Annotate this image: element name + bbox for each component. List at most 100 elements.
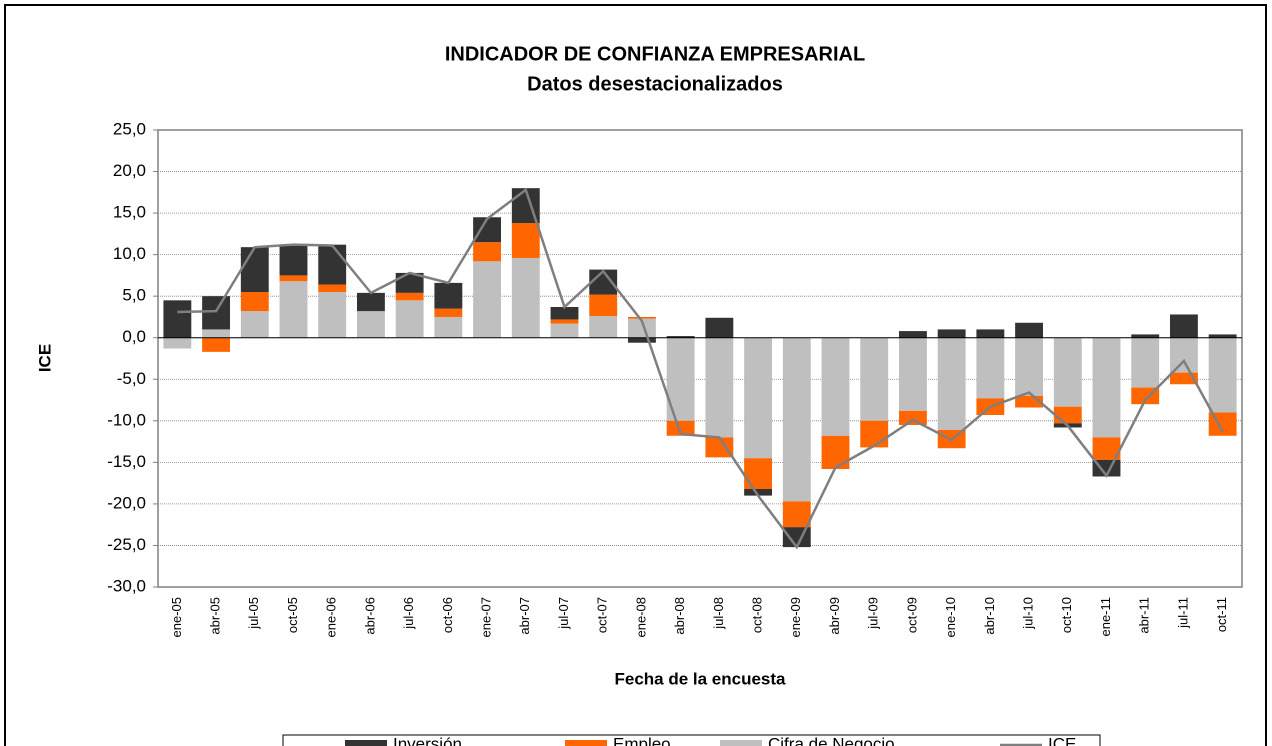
bar-segment <box>627 318 656 338</box>
bar-segment <box>1053 337 1082 407</box>
bar-segment <box>395 292 424 301</box>
bar-segment <box>434 282 463 309</box>
legend-swatch <box>720 740 762 746</box>
bar-segment <box>589 294 618 317</box>
y-tick-label: -15,0 <box>107 452 146 471</box>
bar-segment <box>240 311 269 338</box>
bar-segment <box>1131 334 1160 338</box>
bar-segment <box>1169 337 1198 373</box>
x-tick-label: oct-10 <box>1059 597 1074 633</box>
bar-segment <box>279 275 308 282</box>
bar-segment <box>163 300 192 338</box>
y-tick-label: 10,0 <box>113 244 146 263</box>
bar-segment <box>279 281 308 338</box>
line-series <box>177 187 1224 550</box>
legend-label: Cifra de Negocio <box>768 734 895 746</box>
x-tick-label: oct-07 <box>595 597 610 633</box>
bar-segment <box>976 329 1005 338</box>
bar-segment <box>550 306 579 320</box>
legend-swatch <box>565 740 607 746</box>
bar-segment <box>782 501 811 528</box>
bar-segment <box>898 331 927 338</box>
chart-title: INDICADOR DE CONFIANZA EMPRESARIAL <box>445 43 865 65</box>
bar-segment <box>511 257 540 338</box>
bar-segment <box>473 217 502 243</box>
x-tick-label: jul-06 <box>401 597 416 630</box>
x-tick-label: abr-11 <box>1137 597 1152 634</box>
y-axis-title: ICE <box>35 344 54 372</box>
y-tick-label: -20,0 <box>107 493 146 512</box>
chart-subtitle: Datos desestacionalizados <box>527 73 783 95</box>
legend-box <box>282 734 1101 746</box>
bar-segment <box>356 311 385 338</box>
y-tick-label: -10,0 <box>107 410 146 429</box>
bar-segment <box>318 292 347 338</box>
y-tick-label: -25,0 <box>107 535 146 554</box>
x-tick-label: jul-11 <box>1175 597 1190 629</box>
x-tick-label: oct-08 <box>750 597 765 633</box>
bar-segment <box>473 261 502 338</box>
bar-segment <box>1092 437 1121 460</box>
bar-segment <box>860 420 889 448</box>
bar-segment <box>705 437 734 458</box>
bar-segment <box>1169 372 1198 385</box>
bar-segment <box>821 337 850 436</box>
bar-segment <box>705 337 734 438</box>
bar-segment <box>589 316 618 338</box>
bar-segment <box>744 488 773 496</box>
bar-segment <box>1015 337 1044 396</box>
bar-segment <box>744 458 773 489</box>
bar-segment <box>318 244 347 285</box>
bar-segment <box>279 244 308 276</box>
legend-label: Inversión <box>393 734 462 746</box>
bar-segment <box>627 316 656 319</box>
bar-segment <box>666 420 695 436</box>
x-tick-label: ene-11 <box>1098 597 1113 637</box>
x-axis-title: Fecha de la encuesta <box>614 669 786 688</box>
x-tick-label: abr-05 <box>208 597 223 635</box>
x-tick-label: jul-10 <box>1021 597 1036 630</box>
bar-segment <box>1015 322 1044 338</box>
bar-segment <box>937 329 966 338</box>
bar-segment <box>1092 337 1121 438</box>
bar-segment <box>240 292 269 312</box>
y-tick-label: 25,0 <box>113 119 146 138</box>
bar-segment <box>1169 314 1198 338</box>
bar-segment <box>976 337 1005 399</box>
x-tick-label: abr-06 <box>362 597 377 635</box>
y-tick-label: 20,0 <box>113 161 146 180</box>
x-tick-label: ene-06 <box>324 597 339 637</box>
y-tick-label: -30,0 <box>107 576 146 595</box>
x-tick-label: jul-09 <box>866 597 881 630</box>
x-tick-label: jul-08 <box>711 597 726 630</box>
bar-segment <box>202 329 231 338</box>
x-tick-label: oct-09 <box>904 597 919 633</box>
bar-segment <box>666 336 695 338</box>
y-tick-label: -5,0 <box>117 369 146 388</box>
x-tick-label: oct-06 <box>440 597 455 633</box>
bar-segment <box>744 337 773 459</box>
x-tick-label: abr-10 <box>982 597 997 635</box>
bar-segment <box>1015 395 1044 408</box>
bar-segment <box>705 317 734 338</box>
bar-segment <box>1053 406 1082 424</box>
legend-swatch <box>345 740 387 746</box>
bar-segment <box>163 337 192 349</box>
x-tick-label: abr-08 <box>672 597 687 635</box>
y-tick-label: 0,0 <box>122 327 146 346</box>
x-tick-label: jul-07 <box>556 597 571 630</box>
bar-segment <box>1208 334 1237 338</box>
bar-segment <box>627 337 656 343</box>
legend-label: ICE <box>1048 734 1076 746</box>
bar-segment <box>937 337 966 430</box>
x-tick-label: ene-08 <box>633 597 648 637</box>
bar-segment <box>898 410 927 425</box>
x-tick-label: jul-05 <box>246 597 261 630</box>
bar-segment <box>434 308 463 317</box>
bar-segment <box>395 300 424 338</box>
bar-segment <box>782 337 811 502</box>
bar-segment <box>860 337 889 421</box>
bar-segment <box>434 316 463 338</box>
